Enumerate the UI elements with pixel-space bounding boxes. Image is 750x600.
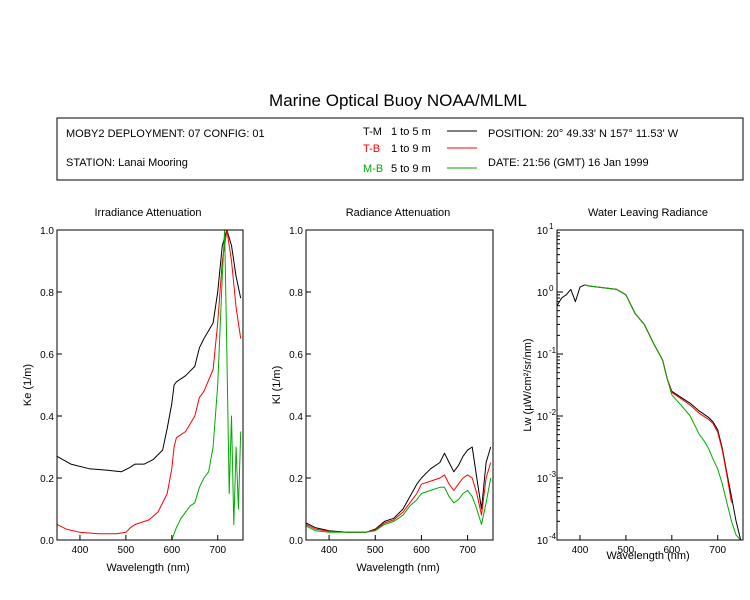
irradiance-xtick-label: 500 — [118, 545, 135, 556]
water-leaving-ylabel: Lw (µW/cm²/sr/nm) — [522, 338, 534, 431]
date-text: DATE: 21:56 (GMT) 16 Jan 1999 — [488, 157, 649, 169]
legend-range-tm: 1 to 5 m — [391, 126, 431, 138]
info-box-frame — [56, 117, 744, 181]
radiance-xlabel: Wavelength (nm) — [356, 562, 439, 574]
water-leaving-plot-frame — [556, 229, 744, 541]
water-leaving-ytick-exponent: 0 — [549, 284, 554, 293]
irradiance-series-m-b — [171, 230, 242, 540]
legend-range-mb: 5 to 9 m — [391, 163, 431, 175]
irradiance-xtick-label: 700 — [209, 545, 226, 556]
station-text: STATION: Lanai Mooring — [66, 157, 188, 169]
water-leaving-xtick-label: 500 — [618, 545, 635, 556]
radiance-ytick-label: 0.4 — [289, 412, 303, 423]
radiance-title: Radiance Attenuation — [346, 207, 451, 219]
radiance-ytick-label: 0.0 — [289, 536, 303, 547]
legend-code-mb: M-B — [363, 163, 383, 175]
irradiance-ytick-label: 0.8 — [40, 288, 54, 299]
irradiance-series-t-m — [57, 230, 242, 473]
radiance-xtick-label: 400 — [321, 545, 338, 556]
water-leaving-ytick-exponent: -2 — [549, 408, 557, 417]
irradiance-xtick-label: 400 — [72, 545, 89, 556]
water-leaving-series-m-b — [584, 284, 742, 540]
radiance-ytick-label: 0.8 — [289, 288, 303, 299]
radiance-ytick-label: 1.0 — [289, 226, 303, 237]
irradiance-xtick-label: 600 — [163, 545, 180, 556]
irradiance-plot-frame — [56, 229, 244, 541]
radiance-series-t-b — [306, 462, 492, 533]
water-leaving-ytick-exponent: -1 — [549, 346, 557, 355]
water-leaving-ytick-label: 10 — [537, 412, 549, 423]
irradiance-ytick-label: 0.4 — [40, 412, 54, 423]
water-leaving-ytick-exponent: -3 — [549, 470, 557, 479]
radiance-ytick-label: 0.2 — [289, 474, 303, 485]
radiance-xtick-label: 500 — [367, 545, 384, 556]
radiance-panel: Radiance Attenuation Wavelength (nm) Kl … — [271, 207, 494, 574]
water-leaving-xtick-label: 700 — [709, 545, 726, 556]
radiance-xtick-label: 700 — [459, 545, 476, 556]
irradiance-title: Irradiance Attenuation — [94, 207, 201, 219]
water-leaving-series-t-b — [584, 284, 732, 503]
irradiance-xlabel: Wavelength (nm) — [106, 562, 189, 574]
figure-title: Marine Optical Buoy NOAA/MLML — [269, 91, 527, 110]
radiance-series-m-b — [306, 477, 492, 533]
deployment-text: MOBY2 DEPLOYMENT: 07 CONFIG: 01 — [66, 128, 265, 140]
info-box: MOBY2 DEPLOYMENT: 07 CONFIG: 01 STATION:… — [56, 117, 744, 181]
radiance-series-t-m — [306, 446, 492, 533]
irradiance-panel: Irradiance Attenuation Wavelength (nm) K… — [22, 207, 244, 574]
irradiance-ytick-label: 0.6 — [40, 350, 54, 361]
radiance-xtick-label: 600 — [413, 545, 430, 556]
water-leaving-ytick-label: 10 — [537, 288, 549, 299]
radiance-ylabel: Kl (1/m) — [271, 366, 283, 405]
legend: T-M 1 to 5 m T-B 1 to 9 m M-B 5 to 9 m — [363, 126, 477, 175]
water-leaving-ytick-exponent: -4 — [549, 532, 557, 541]
water-leaving-ytick-label: 10 — [537, 536, 549, 547]
water-leaving-xlabel: Wavelength (nm) — [606, 550, 689, 562]
legend-range-tb: 1 to 9 m — [391, 143, 431, 155]
position-text: POSITION: 20° 49.33' N 157° 11.53' W — [488, 128, 679, 140]
water-leaving-series-t-m — [557, 284, 742, 540]
water-leaving-xtick-label: 600 — [663, 545, 680, 556]
water-leaving-title: Water Leaving Radiance — [588, 207, 708, 219]
water-leaving-xtick-label: 400 — [572, 545, 589, 556]
water-leaving-panel: Water Leaving Radiance Wavelength (nm) L… — [522, 207, 744, 562]
radiance-ytick-label: 0.6 — [289, 350, 303, 361]
irradiance-series-t-b — [57, 230, 242, 535]
radiance-plot-frame — [305, 229, 494, 541]
water-leaving-ytick-exponent: 1 — [549, 222, 554, 231]
legend-code-tb: T-B — [363, 143, 380, 155]
irradiance-ytick-label: 1.0 — [40, 226, 54, 237]
water-leaving-ytick-label: 10 — [537, 350, 549, 361]
irradiance-ytick-label: 0.0 — [40, 536, 54, 547]
water-leaving-ytick-label: 10 — [537, 474, 549, 485]
legend-code-tm: T-M — [363, 126, 382, 138]
irradiance-ylabel: Ke (1/m) — [22, 364, 34, 406]
irradiance-ytick-label: 0.2 — [40, 474, 54, 485]
water-leaving-ytick-label: 10 — [537, 226, 549, 237]
